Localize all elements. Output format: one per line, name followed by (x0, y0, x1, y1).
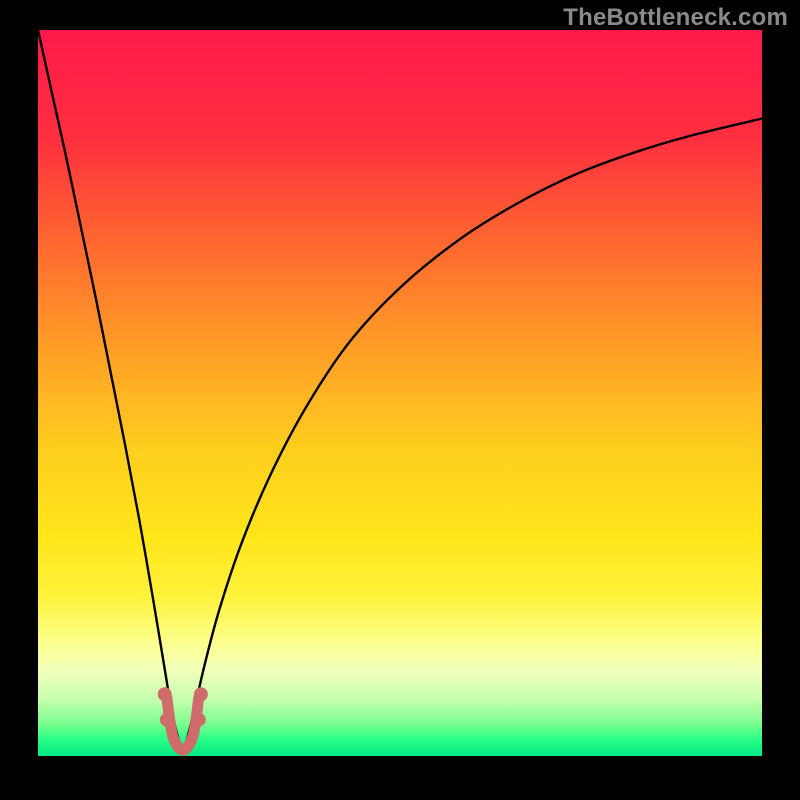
bottleneck-chart-svg (0, 0, 800, 800)
plot-area (38, 30, 762, 756)
figure-root: TheBottleneck.com (0, 0, 800, 800)
valley-dot (160, 713, 174, 727)
valley-dot (158, 687, 172, 701)
valley-dot (194, 687, 208, 701)
valley-dot (192, 713, 206, 727)
watermark-text: TheBottleneck.com (563, 4, 788, 32)
